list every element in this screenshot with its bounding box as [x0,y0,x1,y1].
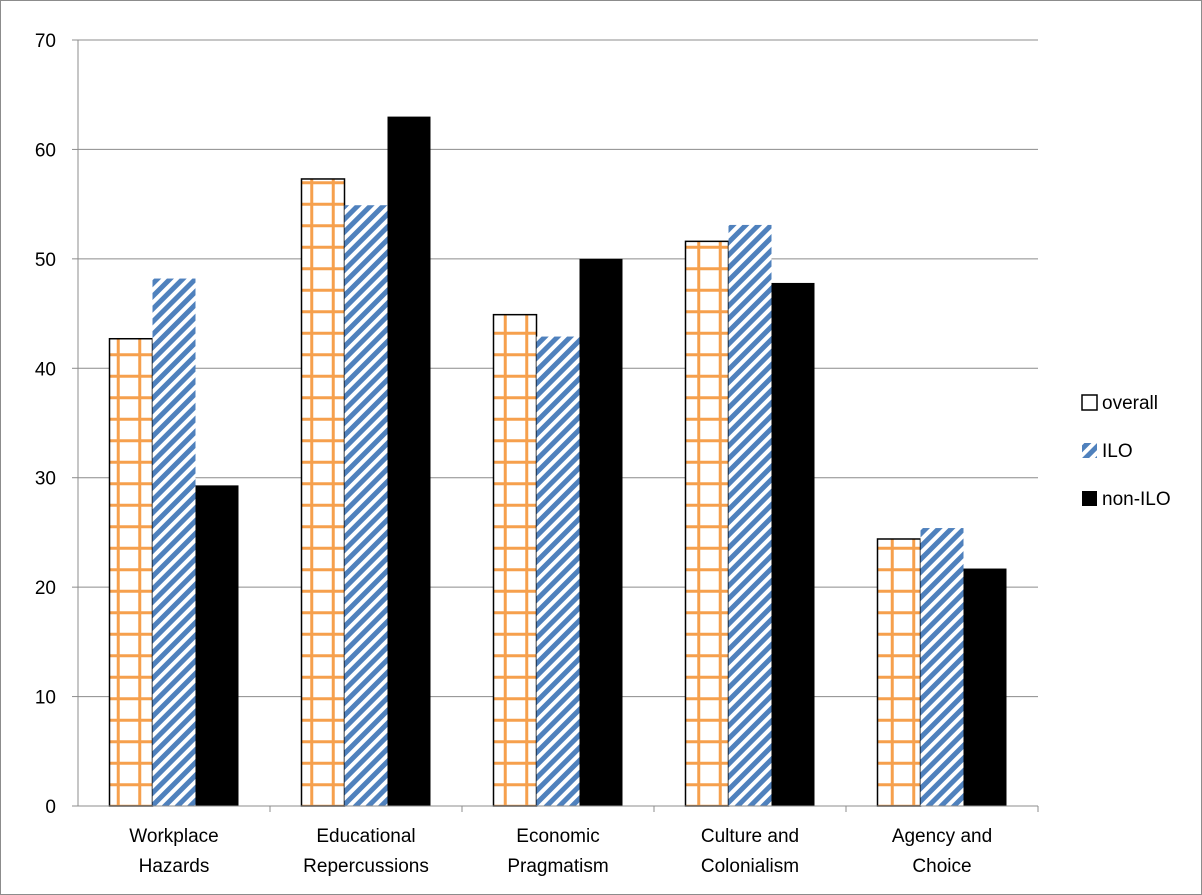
legend: overall ILO non-ILO [1081,393,1171,510]
bar-ilo-1 [344,205,388,807]
bar-overall-3 [684,240,730,807]
x-category-label: Educational [316,826,415,847]
x-category-label: Culture and [701,826,799,847]
x-category-label: Colonialism [701,856,799,877]
y-tick-label: 40 [35,359,56,380]
legend-swatch-ilo [1082,443,1097,458]
y-tick-label: 10 [35,688,56,709]
bar-overall-2 [492,313,538,807]
bar-ilo-0 [152,278,196,806]
axes: 0 10 20 30 40 50 60 70 Workplace Hazards Education… [35,31,1039,877]
bar-overall-4 [876,538,922,807]
legend-label-ilo: ILO [1102,441,1133,462]
x-category-label: Repercussions [303,856,429,877]
bar-overall-1 [300,178,346,807]
x-category-label: Agency and [892,826,992,847]
y-tick-label: 30 [35,469,56,490]
legend-label-non-ilo: non-ILO [1102,489,1171,510]
y-tick-label: 70 [35,31,56,52]
x-category-label: Pragmatism [507,856,608,877]
legend-swatch-non-ilo [1082,491,1097,506]
bar-ilo-4 [920,528,964,806]
bars [108,116,1007,807]
y-tick-label: 60 [35,140,56,161]
x-category-label: Economic [516,826,599,847]
bar-ilo-2 [536,336,580,806]
bar-ilo-3 [728,224,772,807]
bar-non-ilo-1 [387,116,431,807]
bar-non-ilo-2 [579,258,623,806]
bar-non-ilo-0 [195,485,239,806]
x-category-label: Workplace [129,826,218,847]
y-tick-label: 0 [45,797,56,818]
bar-non-ilo-3 [771,282,815,807]
x-category-label: Choice [912,856,971,877]
x-category-label: Hazards [139,856,210,877]
legend-label-overall: overall [1102,393,1158,414]
bar-overall-0 [108,337,154,807]
legend-swatch-overall [1081,394,1098,411]
y-tick-label: 50 [35,250,56,271]
y-tick-label: 20 [35,578,56,599]
bar-non-ilo-4 [963,568,1007,806]
